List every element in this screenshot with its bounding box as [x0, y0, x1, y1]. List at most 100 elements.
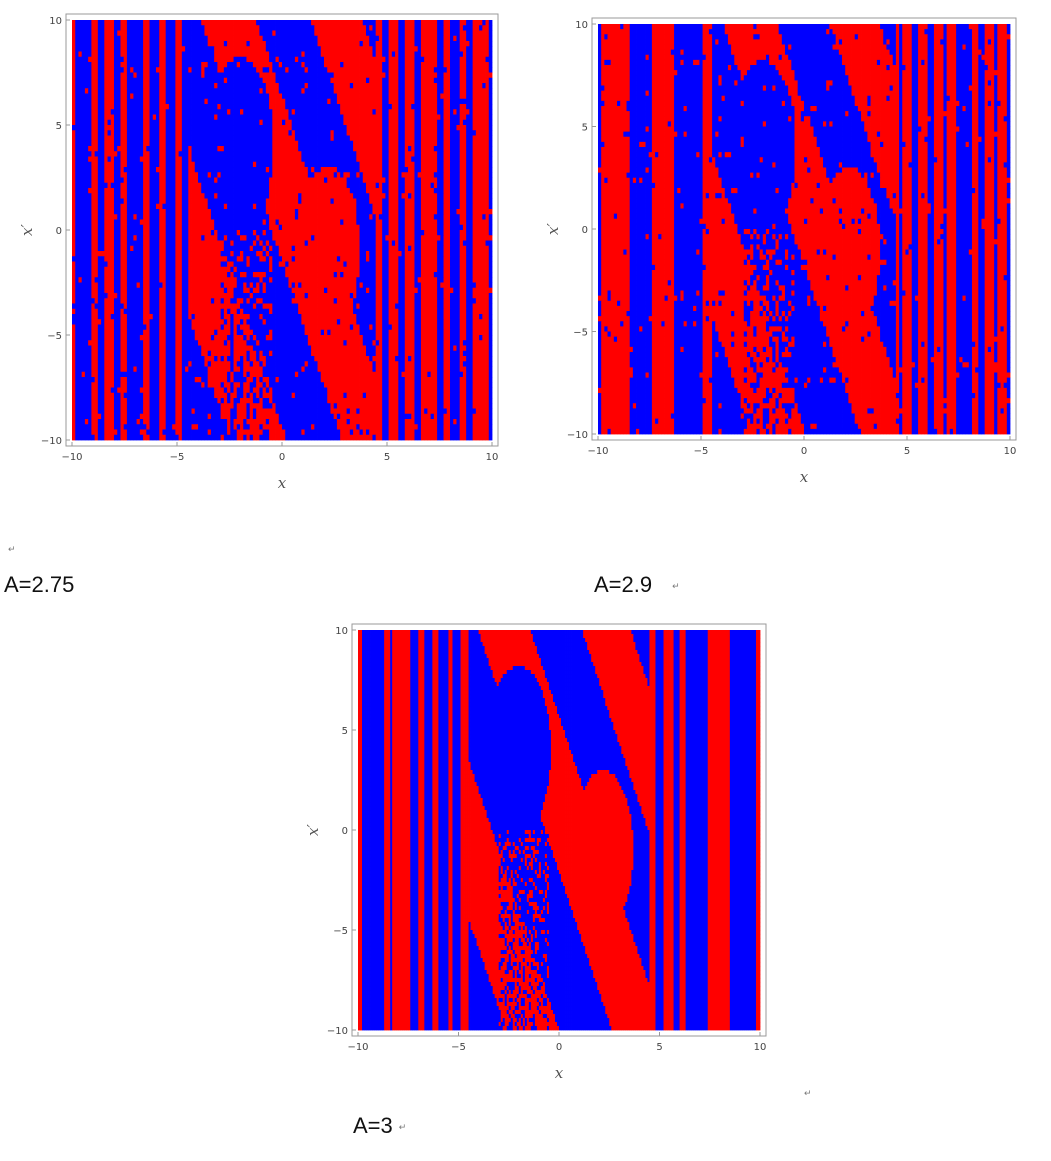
basin-cell — [78, 219, 83, 226]
basin-cell — [359, 188, 364, 194]
basin-cell — [256, 198, 260, 205]
basin-cell — [236, 119, 241, 126]
basin-cell — [81, 35, 86, 42]
basin-cell — [462, 161, 467, 168]
basin-cell — [488, 203, 493, 210]
basin-cell — [456, 209, 461, 215]
basin-cell — [126, 56, 131, 63]
basin-cell — [78, 104, 83, 110]
basin-cell — [94, 109, 99, 115]
basin-cell — [133, 35, 138, 42]
basin-cell — [385, 30, 390, 37]
basin-cell — [369, 109, 373, 115]
basin-cell — [294, 77, 299, 84]
basin-cell — [378, 177, 383, 184]
basin-cell — [346, 198, 351, 205]
basin-cell — [198, 140, 202, 147]
basin-cell — [233, 140, 238, 147]
basin-cell — [456, 56, 461, 63]
basin-cell — [191, 119, 196, 126]
basin-cell — [72, 30, 76, 37]
basin-cell — [307, 30, 312, 37]
basin-cell — [94, 51, 99, 58]
basin-cell — [317, 214, 322, 220]
basin-cell — [307, 62, 312, 68]
basin-cell — [320, 193, 325, 199]
basin-cell — [227, 56, 231, 63]
basin-cell — [223, 62, 228, 68]
basin-cell — [336, 193, 341, 199]
basin-cell — [259, 46, 264, 52]
basin-cell — [227, 41, 231, 47]
basin-cell — [404, 130, 409, 136]
basin-cell — [459, 188, 464, 194]
basin-cell — [162, 177, 167, 184]
basin-cell — [126, 151, 131, 157]
basin-cell — [369, 67, 373, 73]
basin-cell — [417, 209, 422, 215]
basin-cell — [152, 219, 157, 226]
basin-cell — [214, 172, 218, 178]
basin-cell — [346, 167, 351, 173]
basin-cell — [479, 167, 483, 173]
basin-cell — [133, 203, 138, 210]
basin-cell — [472, 130, 477, 136]
basin-cell — [294, 193, 299, 199]
basin-cell — [456, 93, 461, 100]
basin-cell — [269, 109, 273, 115]
basin-cell — [298, 140, 302, 147]
basin-cell — [220, 151, 225, 157]
basin-cell — [372, 67, 377, 73]
basin-cell — [120, 156, 125, 163]
basin-cell — [97, 219, 102, 226]
basin-cell — [324, 130, 328, 136]
basin-cell — [333, 161, 338, 168]
basin-cell — [427, 93, 432, 100]
basin-cell — [188, 98, 192, 105]
basin-cell — [294, 114, 299, 121]
basin-cell — [298, 104, 302, 110]
basin-cell — [220, 46, 225, 52]
basin-cell — [304, 104, 309, 110]
basin-cell — [191, 219, 196, 226]
basin-cell — [311, 77, 315, 84]
basin-cell — [294, 41, 299, 47]
basin-cell — [162, 188, 167, 194]
basin-cell — [320, 98, 325, 105]
basin-cell — [372, 25, 377, 31]
basin-cell — [227, 30, 231, 37]
basin-cell — [417, 156, 422, 163]
basin-cell — [411, 93, 415, 100]
basin-cell — [81, 77, 86, 84]
basin-cell — [246, 219, 251, 226]
basin-cell — [236, 193, 241, 199]
basin-cell — [159, 203, 163, 210]
basin-cell — [395, 119, 399, 126]
basin-cell — [210, 188, 215, 194]
basin-cell — [117, 172, 121, 178]
basin-cell — [75, 56, 79, 63]
basin-cell — [278, 167, 283, 173]
basin-cell — [459, 104, 464, 110]
basin-cell — [139, 56, 144, 63]
basin-cell — [479, 51, 483, 58]
basin-cell — [240, 172, 244, 178]
basin-cell — [408, 119, 412, 126]
basin-cell — [340, 172, 344, 178]
basin-cell — [259, 51, 264, 58]
basin-cell — [304, 156, 309, 163]
basin-cell — [220, 161, 225, 168]
basin-cell — [156, 98, 160, 105]
basin-cell — [117, 109, 121, 115]
basin-cell — [217, 72, 222, 79]
basin-cell — [123, 25, 128, 31]
basin-cell — [233, 104, 238, 110]
basin-cell — [265, 161, 270, 168]
basin-cell — [369, 203, 373, 210]
basin-cell — [97, 172, 102, 178]
basin-cell — [395, 209, 399, 215]
basin-cell — [152, 140, 157, 147]
basin-cell — [275, 114, 280, 121]
basin-cell — [488, 83, 493, 89]
basin-cell — [359, 214, 364, 220]
